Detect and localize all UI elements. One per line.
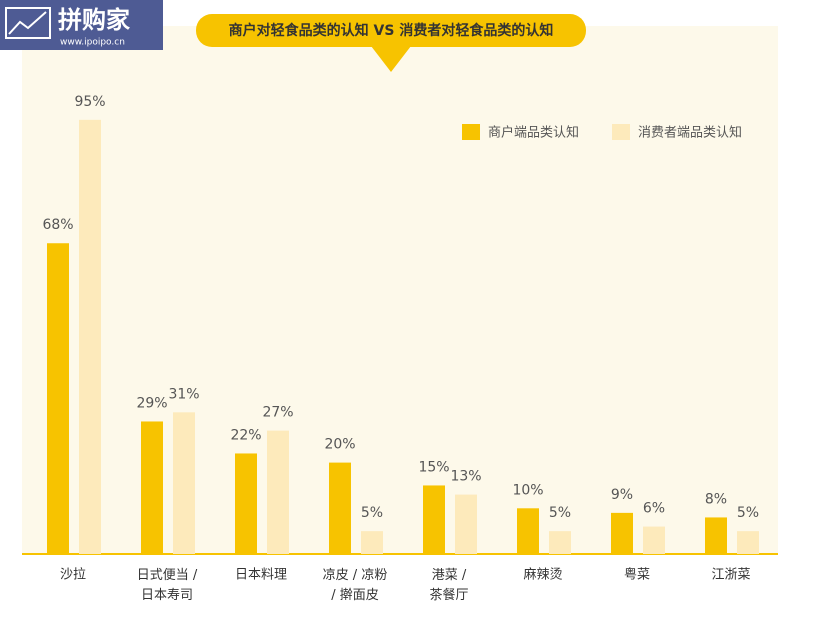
legend-label: 商户端品类认知: [488, 125, 579, 141]
chart-title: 商户对轻食品类的认知 VS 消费者对轻食品类的认知: [229, 22, 554, 39]
bar: [235, 453, 257, 554]
bar: [141, 421, 163, 554]
bar: [47, 243, 69, 555]
bar: [173, 412, 195, 554]
x-tick-label: 日本料理: [235, 568, 287, 583]
x-tick-label: 粤菜: [624, 567, 650, 583]
value-label: 5%: [549, 505, 571, 521]
plot-background: [22, 26, 778, 554]
x-tick-label: 沙拉: [60, 568, 86, 583]
logo-url: www.ipoipo.cn: [60, 38, 125, 48]
bar: [267, 430, 289, 554]
title-pill: [196, 14, 586, 47]
bar: [455, 494, 477, 554]
x-tick-label: 日式便当 /日本寿司: [137, 568, 198, 603]
value-label: 6%: [643, 501, 665, 517]
bar: [737, 531, 759, 554]
x-tick-label: 麻辣烫: [523, 568, 562, 583]
value-label: 20%: [324, 437, 355, 453]
value-label: 10%: [512, 482, 543, 498]
value-label: 15%: [418, 459, 449, 475]
value-label: 8%: [705, 491, 727, 507]
x-tick-label: 港菜 /茶餐厅: [429, 568, 468, 603]
x-tick-label: 凉皮 / 凉粉/ 擀面皮: [323, 568, 388, 603]
value-label: 22%: [230, 427, 261, 443]
title-pointer: [371, 46, 411, 72]
value-label: 27%: [262, 405, 293, 421]
legend-swatch: [612, 124, 630, 140]
value-label: 95%: [74, 94, 105, 110]
bar: [517, 508, 539, 554]
value-label: 29%: [136, 395, 167, 411]
value-label: 68%: [42, 217, 73, 233]
logo-icon-line: [8, 11, 47, 35]
value-label: 9%: [611, 487, 633, 503]
legend-swatch: [462, 124, 480, 140]
value-label: 5%: [737, 505, 759, 521]
value-label: 31%: [168, 386, 199, 402]
legend-label: 消费者端品类认知: [638, 125, 742, 141]
bar: [79, 119, 101, 554]
bar: [329, 462, 351, 554]
x-tick-label: 江浙菜: [711, 568, 750, 583]
bar: [643, 526, 665, 554]
bar: [361, 531, 383, 554]
logo-name: 拼购家: [58, 6, 130, 34]
bar: [549, 531, 571, 554]
value-label: 13%: [450, 469, 481, 485]
value-label: 5%: [361, 505, 383, 521]
bar: [705, 517, 727, 554]
bar: [423, 485, 445, 554]
bar: [611, 512, 633, 554]
logo-icon: [5, 7, 51, 39]
